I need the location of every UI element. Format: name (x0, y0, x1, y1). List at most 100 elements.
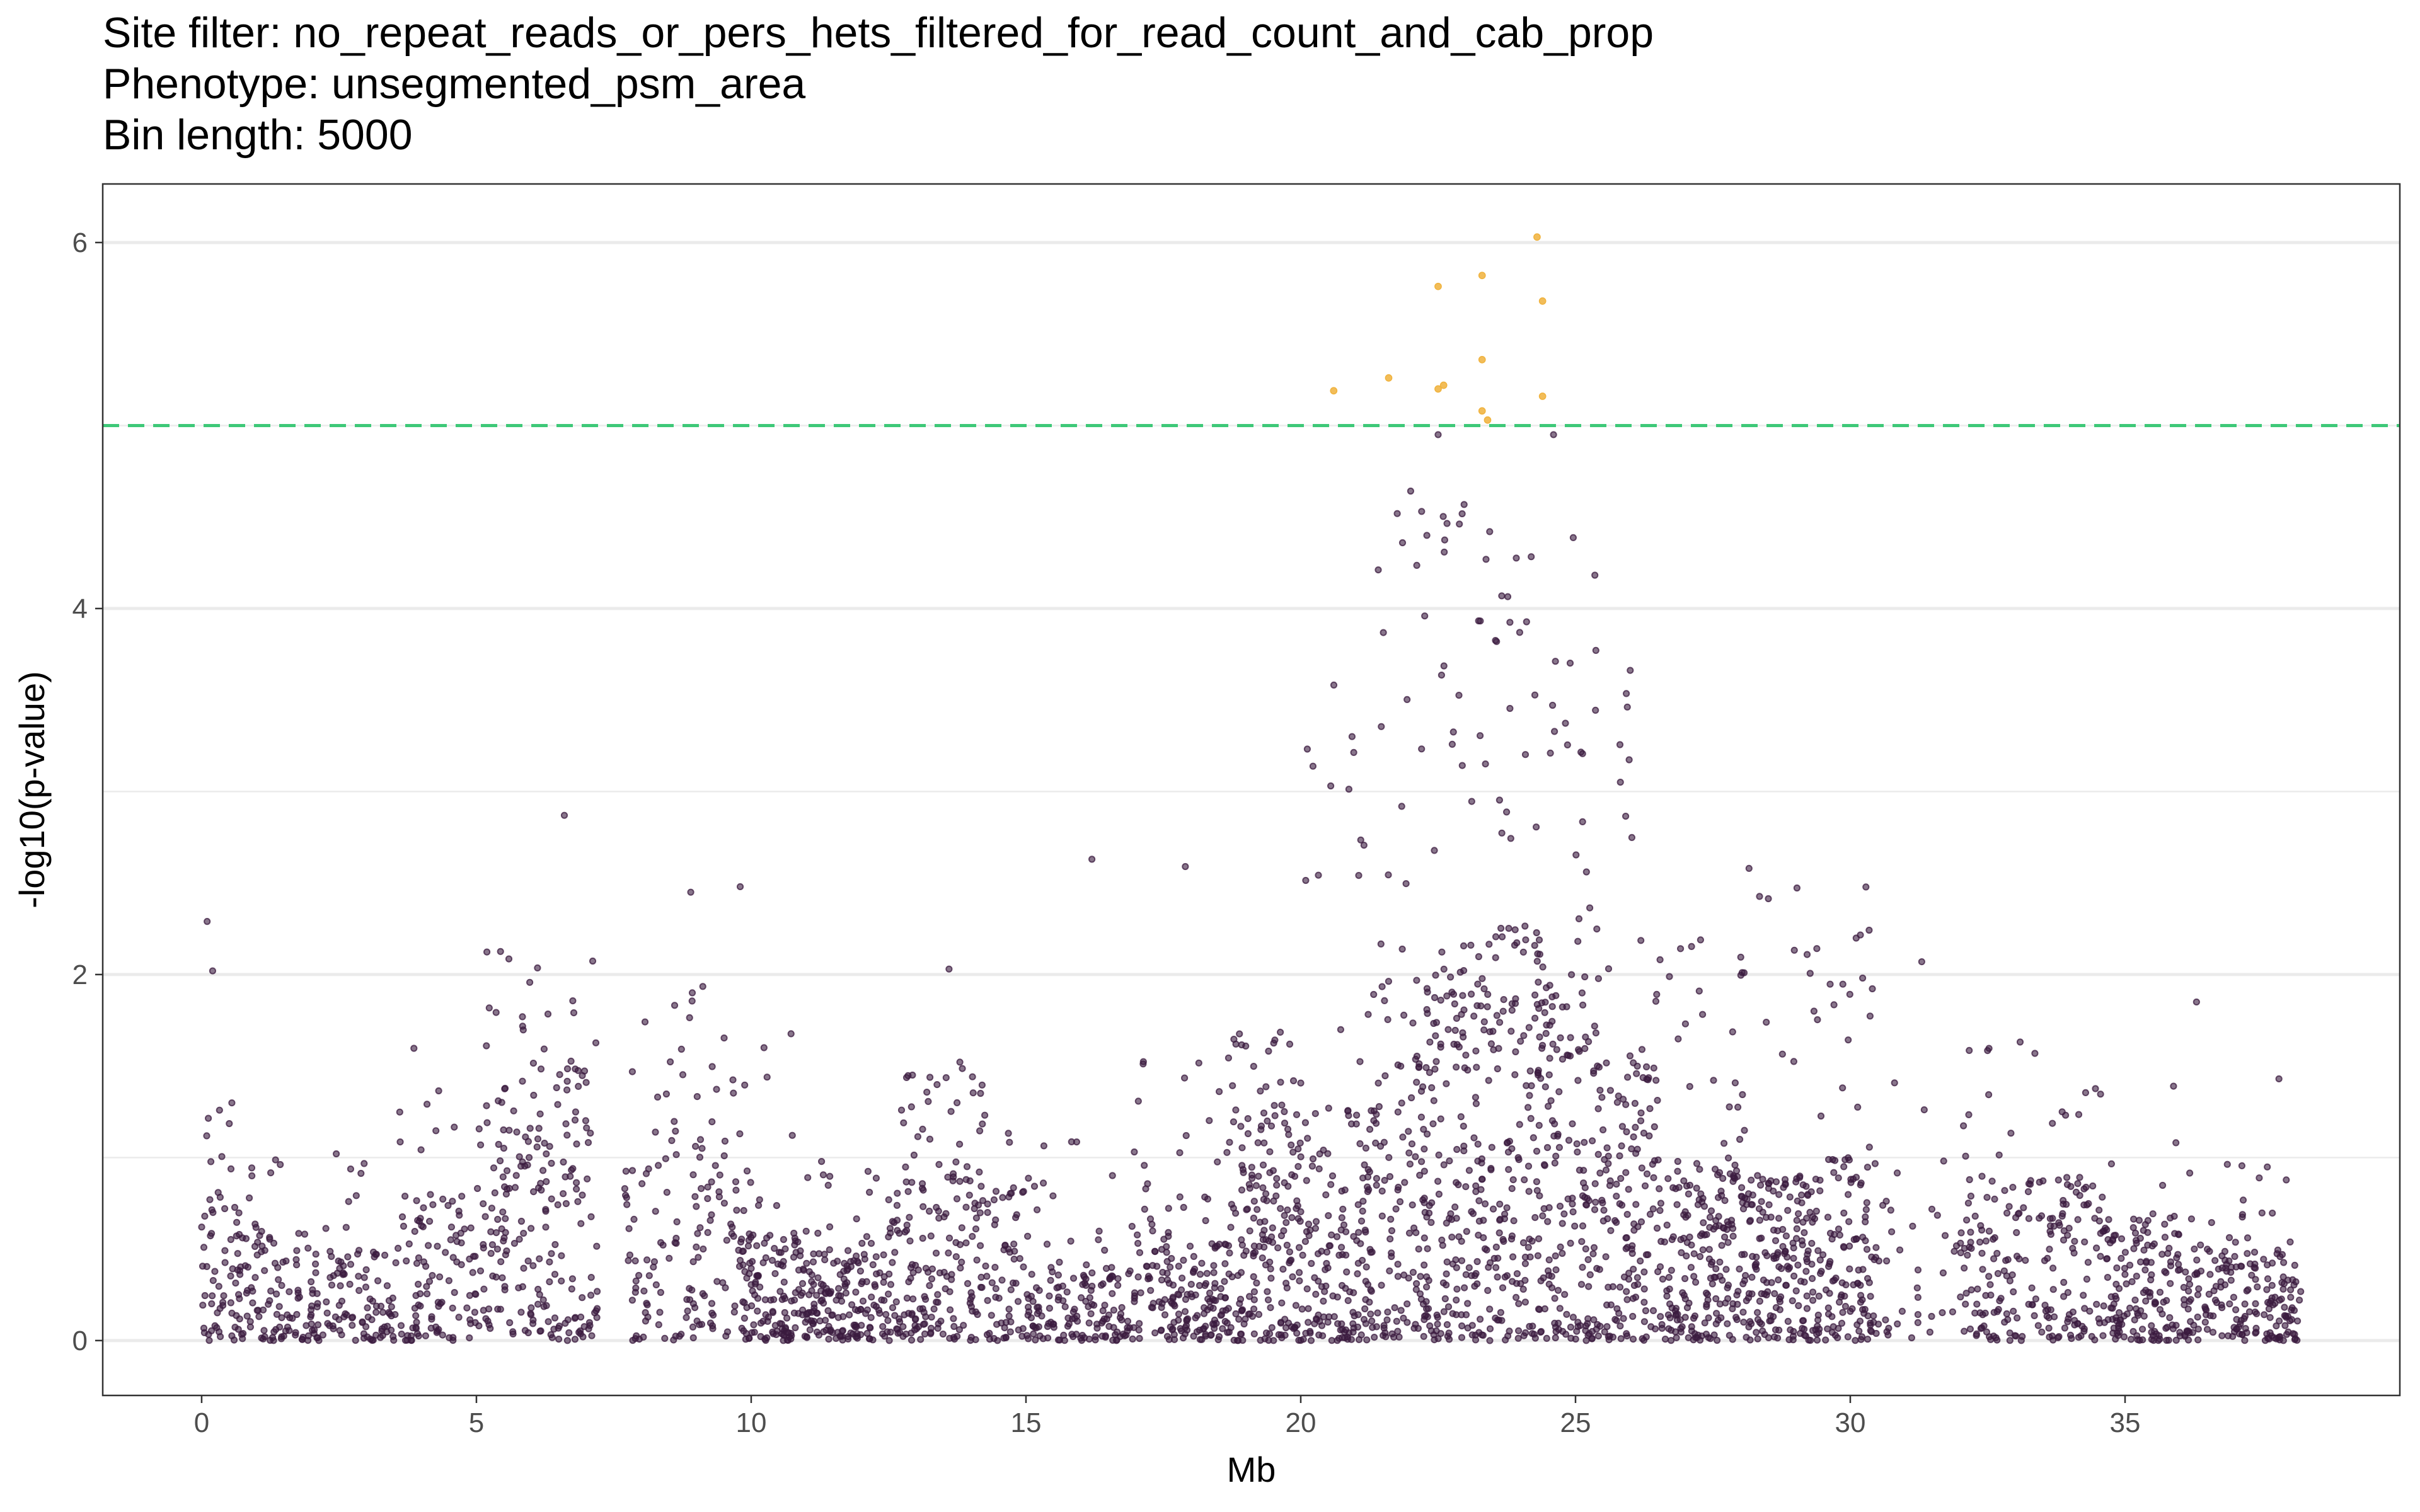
data-point (1512, 995, 1519, 1002)
data-point (733, 1206, 740, 1214)
data-point (713, 1085, 720, 1093)
data-point (1294, 1145, 1302, 1153)
data-point (1324, 1150, 1332, 1157)
data-point (1435, 1190, 1443, 1198)
data-point (753, 1242, 761, 1249)
data-point (1990, 1255, 1998, 1263)
data-point (1645, 1074, 1652, 1082)
data-point (826, 1290, 833, 1297)
data-point (2185, 1287, 2192, 1295)
data-point (1448, 740, 1456, 748)
data-point (1002, 1319, 1010, 1326)
data-point (1656, 956, 1664, 964)
data-point (1480, 1217, 1487, 1224)
data-point (834, 1329, 841, 1336)
data-point (872, 1174, 880, 1182)
data-point (1234, 1272, 1242, 1280)
data-point (1572, 1335, 1579, 1343)
x-axis: 0 5 10 15 20 25 30 35 (194, 1395, 2140, 1438)
data-point (1531, 691, 1539, 699)
data-point (1574, 1319, 1582, 1326)
data-point (1011, 1247, 1018, 1255)
data-point (1596, 1087, 1604, 1094)
data-point (1505, 1166, 1512, 1173)
data-point (882, 1310, 890, 1319)
data-point (1273, 1175, 1281, 1183)
data-point (1229, 1082, 1236, 1089)
data-point (1312, 1290, 1320, 1298)
data-point (1826, 1230, 1835, 1237)
data-point (1994, 1269, 2002, 1278)
data-point (1499, 1007, 1507, 1015)
data-point (880, 1251, 887, 1259)
data-point (1691, 1312, 1699, 1320)
data-point (1757, 1181, 1765, 1189)
data-point (563, 1065, 572, 1073)
data-point (1858, 1333, 1866, 1341)
data-point (1565, 1137, 1573, 1144)
data-point (579, 1294, 586, 1302)
data-point (420, 1258, 428, 1266)
data-point (1069, 1333, 1077, 1341)
title-bin-length: Bin length: 5000 (103, 111, 413, 159)
data-point (884, 1317, 892, 1324)
data-point (1394, 1108, 1402, 1116)
data-point (866, 1324, 873, 1331)
data-point (2167, 1280, 2174, 1287)
data-point (1148, 1220, 1156, 1228)
data-point (308, 1320, 315, 1328)
data-point (689, 1323, 697, 1331)
data-point (1814, 1316, 1822, 1324)
data-point (1472, 1047, 1480, 1055)
data-point (2244, 1234, 2252, 1242)
data-point (2060, 1227, 2068, 1235)
data-point (1462, 1051, 1470, 1059)
data-point (1632, 1293, 1640, 1301)
data-point (1987, 1292, 1995, 1299)
data-point (998, 1276, 1006, 1284)
data-point (708, 1300, 716, 1307)
data-point (1224, 1305, 1232, 1312)
data-point (788, 1131, 796, 1139)
data-point (1393, 510, 1401, 517)
data-point (2132, 1305, 2140, 1313)
data-point (1606, 1177, 1614, 1185)
data-point (1388, 1227, 1396, 1235)
data-point (1382, 1333, 1390, 1341)
data-point (1458, 1334, 1466, 1341)
data-point (1124, 1317, 1132, 1325)
data-point (1753, 1329, 1760, 1336)
data-point (1637, 1257, 1644, 1265)
data-point (1605, 1152, 1612, 1160)
data-point (433, 1329, 441, 1336)
data-point (1964, 1251, 1971, 1259)
data-point (1359, 1257, 1366, 1264)
data-point (1407, 487, 1414, 495)
data-point (745, 1237, 752, 1244)
data-point (1424, 988, 1431, 996)
data-point (1443, 520, 1451, 527)
data-point (1284, 1206, 1291, 1214)
data-point (2172, 1139, 2180, 1147)
data-point (1369, 1324, 1376, 1331)
data-point (930, 1305, 938, 1313)
x-tick-label: 5 (469, 1407, 484, 1438)
data-point (1486, 1337, 1494, 1344)
data-point (1763, 1252, 1771, 1259)
data-point (1732, 1314, 1740, 1321)
data-point (1025, 1335, 1032, 1343)
data-point (1724, 1284, 1731, 1292)
data-point (2022, 1257, 2029, 1264)
data-point (1230, 1036, 1238, 1043)
data-point (1617, 1175, 1625, 1183)
data-point (497, 948, 504, 955)
data-point (1863, 1246, 1871, 1253)
data-point (1962, 1300, 1969, 1308)
data-point (1697, 936, 1704, 944)
data-point (810, 1307, 818, 1315)
data-point (293, 1247, 301, 1254)
data-point (967, 1289, 975, 1297)
data-point (535, 1125, 543, 1132)
data-point (1434, 431, 1442, 438)
data-point (788, 1332, 795, 1339)
